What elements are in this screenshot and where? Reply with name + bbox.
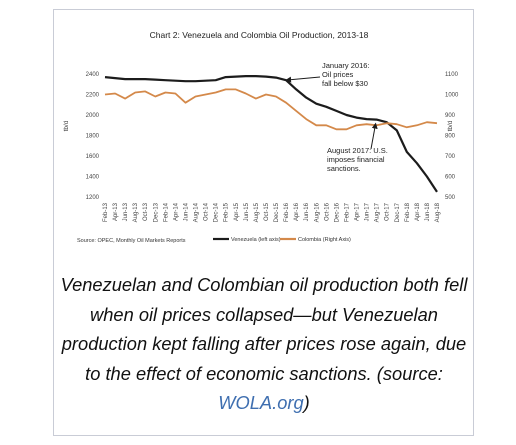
left-y-tick-label: 1200 <box>86 195 100 201</box>
x-tick-label: Feb-15 <box>224 202 230 222</box>
x-tick-label: Aug-15 <box>254 202 260 222</box>
colombia-series-line <box>104 88 438 131</box>
right-y-tick-label: 1100 <box>445 72 459 78</box>
annotation-aug-2017-line: sanctions. <box>327 164 361 173</box>
x-tick-label: Feb-13 <box>103 202 109 222</box>
x-tick-label: Dec-16 <box>334 202 340 222</box>
right-y-tick-label: 600 <box>445 175 456 181</box>
left-y-tick-label: 2000 <box>86 113 100 119</box>
x-tick-label: Jun-16 <box>304 202 310 221</box>
chart-source: Source: OPEC, Monthly Oil Markets Report… <box>77 238 186 244</box>
x-tick-label: Aug-18 <box>435 202 441 222</box>
oil-production-chart: Chart 2: Venezuela and Colombia Oil Prod… <box>57 22 461 254</box>
legend-label-venezuela: Venezuela (left axis) <box>231 237 281 243</box>
figure-caption: Venezuelan and Colombian oil production … <box>58 270 470 418</box>
x-tick-label: Feb-16 <box>284 202 290 222</box>
x-tick-label: Apr-17 <box>355 202 361 221</box>
x-tick-label: Aug-13 <box>133 202 139 222</box>
x-tick-label: Apr-13 <box>113 202 119 221</box>
left-y-tick-label: 2400 <box>86 72 100 78</box>
right-y-tick-label: 800 <box>445 134 456 140</box>
left-y-tick-label: 1400 <box>86 175 100 181</box>
x-tick-label: Aug-17 <box>375 202 381 222</box>
right-y-tick-label: 700 <box>445 154 456 160</box>
annotation-arrow-aug-2017 <box>370 122 378 150</box>
x-tick-label: Jun-14 <box>183 202 189 221</box>
left-y-tick-label: 1800 <box>86 134 100 140</box>
right-axis-label: tb/d <box>447 120 454 131</box>
right-y-tick-label: 1000 <box>445 93 459 99</box>
x-tick-label: Aug-16 <box>314 202 320 222</box>
venezuela-series-line <box>104 74 438 193</box>
x-tick-label: Dec-17 <box>395 202 401 222</box>
x-tick-label: Jun-13 <box>123 202 129 221</box>
x-tick-label: Apr-16 <box>294 202 300 221</box>
annotation-jan-2016-line: fall below $30 <box>322 79 368 88</box>
legend: Venezuela (left axis) Colombia (Right Ax… <box>213 237 351 243</box>
annotation-aug-2017-line: August 2017: U.S. <box>327 146 388 155</box>
annotation-jan-2016-line: Oil prices <box>322 70 354 79</box>
x-tick-label: Jun-15 <box>244 202 250 221</box>
right-y-tick-label: 500 <box>445 195 456 201</box>
x-tick-label: Oct-15 <box>264 202 270 221</box>
x-tick-label: Feb-14 <box>163 202 169 222</box>
left-y-tick-label: 1600 <box>86 154 100 160</box>
x-tick-label: Apr-18 <box>415 202 421 221</box>
source-link[interactable]: WOLA.org <box>218 392 304 413</box>
x-tick-label: Oct-13 <box>143 202 149 221</box>
annotation-jan-2016-line: January 2016: <box>322 61 370 70</box>
x-tick-label: Jun-17 <box>365 202 371 221</box>
chart-title: Chart 2: Venezuela and Colombia Oil Prod… <box>150 30 369 40</box>
left-y-tick-label: 2200 <box>86 93 100 99</box>
legend-label-colombia: Colombia (Right Axis) <box>298 237 351 243</box>
x-tick-label: Oct-16 <box>324 202 330 221</box>
x-tick-label: Apr-15 <box>234 202 240 221</box>
caption-text: Venezuelan and Colombian oil production … <box>60 274 468 384</box>
x-tick-label: Jun-18 <box>425 202 431 221</box>
x-tick-label: Aug-14 <box>194 202 200 222</box>
x-tick-label: Dec-14 <box>214 202 220 222</box>
chart-background <box>57 22 461 254</box>
x-tick-label: Feb-18 <box>405 202 411 222</box>
annotation-arrow-jan-2016 <box>285 76 321 83</box>
x-tick-label: Dec-13 <box>153 202 159 222</box>
caption-suffix: ) <box>303 392 310 413</box>
x-tick-label: Apr-14 <box>173 202 179 221</box>
left-axis-label: tb/d <box>63 120 70 131</box>
x-tick-label: Oct-14 <box>204 202 210 221</box>
right-y-tick-label: 900 <box>445 113 456 119</box>
x-tick-label: Oct-17 <box>385 202 391 221</box>
annotation-aug-2017-line: imposes financial <box>327 155 385 164</box>
x-tick-label: Feb-17 <box>344 202 350 222</box>
x-tick-label: Dec-15 <box>274 202 280 222</box>
